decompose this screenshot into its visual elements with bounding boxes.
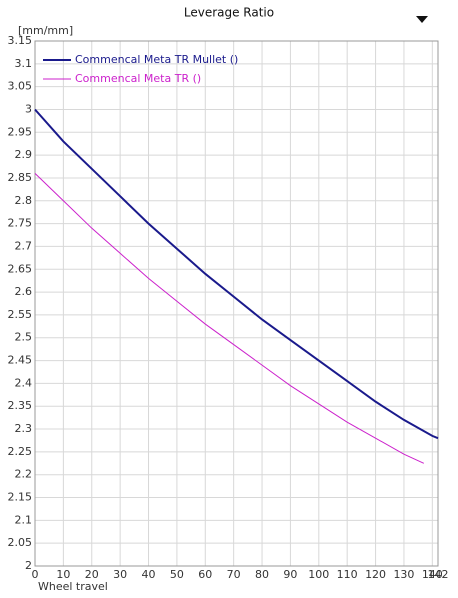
x-tick-label: 110 [337,568,358,581]
y-axis-label: [mm/mm] [18,24,73,37]
y-tick-label: 3.15 [8,34,33,47]
y-tick-label: 2.9 [15,148,33,161]
y-tick-label: 3.05 [8,80,33,93]
y-tick-label: 2.1 [15,513,33,526]
y-tick-label: 2.45 [8,354,33,367]
x-tick-label: 30 [113,568,127,581]
y-tick-label: 2.8 [15,194,33,207]
x-tick-label: 10 [56,568,70,581]
x-tick-label: 140 [422,568,443,581]
y-tick-label: 3 [25,102,32,115]
x-tick-label: 142 [428,568,449,581]
x-tick-label: 90 [283,568,297,581]
plot-border [34,40,439,567]
x-tick-label: 0 [32,568,39,581]
y-tick-label: 3.1 [15,57,33,70]
x-axis-label: Wheel travel [38,580,108,593]
x-tick-label: 120 [365,568,386,581]
x-tick-label: 60 [198,568,212,581]
y-tick-label: 2.15 [8,491,33,504]
series-line [34,108,439,440]
y-tick-label: 2.85 [8,171,33,184]
y-tick-label: 2.35 [8,399,33,412]
y-tick-label: 2.75 [8,217,33,230]
y-tick-label: 2.05 [8,536,33,549]
x-tick-label: 20 [85,568,99,581]
y-tick-label: 2.2 [15,468,33,481]
series-line [34,173,425,464]
y-tick-label: 2.65 [8,262,33,275]
dropdown-arrow[interactable] [416,16,428,23]
x-tick-label: 100 [308,568,329,581]
y-tick-label: 2.7 [15,239,33,252]
y-tick-label: 2.55 [8,308,33,321]
y-tick-label: 2.25 [8,445,33,458]
x-tick-label: 50 [170,568,184,581]
chart-title: Leverage Ratio [184,6,274,20]
x-tick-label: 130 [393,568,414,581]
y-tick-label: 2 [25,559,32,572]
x-tick-label: 70 [227,568,241,581]
x-tick-label: 40 [142,568,156,581]
y-tick-label: 2.3 [15,422,33,435]
legend-label: Commencal Meta TR () [75,72,201,85]
y-tick-label: 2.95 [8,125,33,138]
y-tick-label: 2.5 [15,331,33,344]
x-tick-label: 80 [255,568,269,581]
y-tick-label: 2.4 [15,376,33,389]
legend-label: Commencal Meta TR Mullet () [75,53,238,66]
y-tick-label: 2.6 [15,285,33,298]
